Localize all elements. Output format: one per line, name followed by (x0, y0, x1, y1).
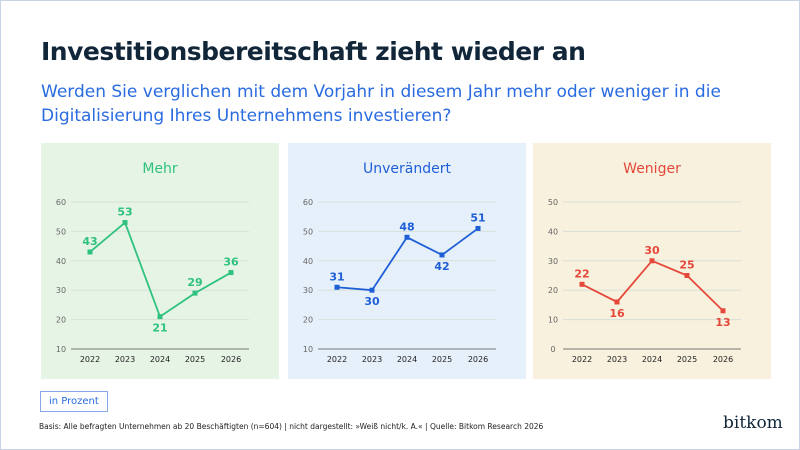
unit-label: in Prozent (40, 391, 108, 412)
y-tick-label: 30 (303, 286, 313, 295)
y-tick-label: 20 (56, 316, 66, 325)
chart-title: Weniger (623, 161, 681, 177)
data-point (87, 249, 93, 255)
series-line (89, 221, 232, 319)
data-point (369, 287, 375, 293)
x-tick-label: 2022 (327, 355, 347, 364)
panel-weniger: Weniger 0 10 20 30 40 50 2022 2023 2024 2025 2026 22… (533, 143, 771, 379)
x-tick-label: 2024 (642, 355, 662, 364)
page-subtitle: Werden Sie verglichen mit dem Vorjahr in… (41, 82, 721, 126)
chart-unveraendert: Unverändert 10 20 30 40 50 60 2022 2023 2024 2025 2… (303, 161, 496, 364)
chart-title: Mehr (142, 161, 178, 177)
data-label: 42 (434, 260, 449, 273)
source-note: Basis: Alle befragten Unternehmen ab 20 … (39, 422, 544, 431)
y-tick-label: 50 (548, 198, 558, 207)
data-point (475, 225, 481, 231)
y-tick-label: 60 (56, 198, 66, 207)
data-label: 53 (117, 206, 132, 219)
y-tick-label: 0 (550, 345, 555, 354)
data-point (614, 299, 620, 305)
x-tick-label: 2024 (397, 355, 417, 364)
page-title: Investitionsbereitschaft zieht wieder an (41, 37, 586, 66)
series-line (581, 259, 724, 312)
data-point (404, 234, 410, 240)
x-tick-label: 2024 (150, 355, 170, 364)
y-tick-label: 40 (56, 257, 66, 266)
x-tick-label: 2025 (185, 355, 205, 364)
x-tick-label: 2026 (713, 355, 733, 364)
y-tick-label: 40 (303, 257, 313, 266)
x-tick-label: 2022 (572, 355, 592, 364)
x-tick-label: 2026 (468, 355, 488, 364)
data-label: 51 (470, 211, 485, 224)
x-tick-label: 2025 (677, 355, 697, 364)
y-tick-label: 20 (303, 316, 313, 325)
panel-mehr: Mehr 10 20 30 40 50 60 2022 2023 2024 2025 2026 43 53… (41, 143, 279, 379)
data-label: 48 (399, 220, 414, 233)
data-label: 36 (223, 256, 239, 269)
data-point (439, 252, 445, 258)
y-tick-label: 10 (303, 345, 313, 354)
data-point (684, 273, 690, 278)
data-point (649, 258, 655, 264)
x-tick-label: 2025 (432, 355, 452, 364)
data-point (192, 290, 198, 296)
data-label: 16 (609, 307, 625, 320)
y-tick-label: 40 (548, 227, 558, 236)
y-tick-label: 10 (56, 345, 66, 354)
y-tick-label: 60 (303, 198, 313, 207)
data-point (122, 220, 128, 226)
data-label: 30 (644, 244, 660, 257)
data-point (334, 284, 340, 290)
x-tick-label: 2023 (115, 355, 135, 364)
data-label: 25 (679, 259, 694, 272)
x-tick-label: 2023 (607, 355, 627, 364)
data-label: 31 (329, 270, 344, 283)
y-tick-label: 10 (548, 316, 558, 325)
chart-weniger: Weniger 0 10 20 30 40 50 2022 2023 2024 2025 2026 22… (548, 161, 741, 364)
data-label: 29 (187, 276, 202, 289)
data-label: 13 (715, 316, 730, 329)
data-point (579, 281, 585, 287)
data-point (720, 308, 726, 314)
y-tick-label: 30 (548, 257, 558, 266)
y-tick-label: 50 (56, 227, 66, 236)
x-tick-label: 2026 (221, 355, 241, 364)
chart-mehr: Mehr 10 20 30 40 50 60 2022 2023 2024 2025 2026 43 53… (56, 161, 249, 364)
y-tick-label: 30 (56, 286, 66, 295)
data-label: 30 (364, 295, 380, 308)
x-tick-label: 2023 (362, 355, 382, 364)
data-label: 21 (152, 322, 167, 335)
y-tick-label: 20 (548, 286, 558, 295)
data-point (157, 314, 163, 320)
panel-unveraendert: Unverändert 10 20 30 40 50 60 2022 2023 2024 2025 2… (288, 143, 526, 379)
data-label: 43 (82, 235, 97, 248)
data-point (228, 270, 234, 276)
bitkom-logo: bitkom (723, 413, 783, 433)
data-label: 22 (574, 267, 589, 280)
x-tick-label: 2022 (80, 355, 100, 364)
chart-title: Unverändert (363, 161, 451, 177)
y-tick-label: 50 (303, 227, 313, 236)
